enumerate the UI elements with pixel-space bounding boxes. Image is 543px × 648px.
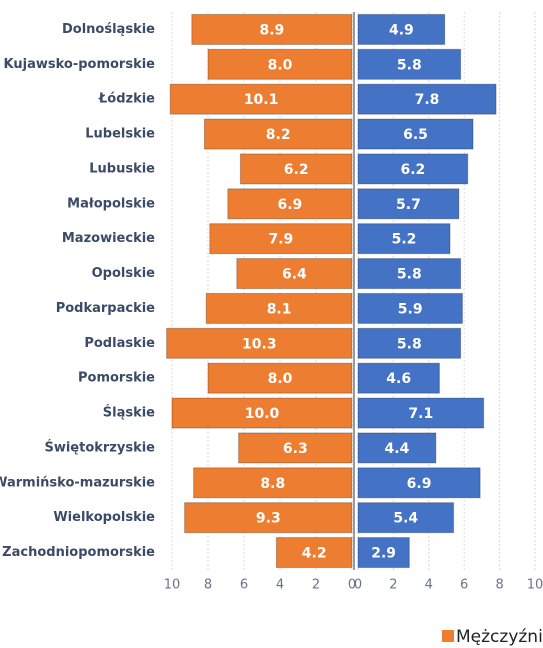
category-label: Opolskie: [92, 266, 156, 281]
bar: [275, 537, 353, 569]
category-label: Podlaskie: [84, 336, 155, 351]
bar: [357, 118, 474, 150]
value-label: 2.9: [371, 546, 396, 562]
bar: [205, 292, 353, 324]
legend-label: Mężczyźni: [456, 627, 543, 647]
value-label: 8.0: [268, 371, 293, 387]
bar: [191, 13, 353, 45]
value-label: 5.2: [392, 232, 417, 248]
value-label: 4.4: [385, 441, 410, 457]
value-label: 6.9: [277, 197, 302, 213]
value-label: 6.4: [282, 267, 307, 283]
value-label: 5.9: [398, 301, 423, 317]
category-label: Kujawsko-pomorskie: [4, 57, 156, 72]
x-tick-label: 8: [495, 578, 503, 593]
bar: [357, 327, 462, 359]
bar: [238, 432, 353, 464]
value-label: 6.9: [407, 476, 432, 492]
value-label: 8.2: [266, 127, 291, 143]
value-label: 4.6: [386, 371, 411, 387]
bar: [171, 397, 353, 429]
category-label: Zachodniopomorskie: [2, 545, 155, 560]
x-tick-label: 10: [164, 578, 181, 593]
bar: [357, 223, 451, 255]
bar: [357, 83, 497, 115]
value-label: 5.8: [397, 267, 422, 283]
bar: [357, 153, 469, 185]
bar: [236, 258, 353, 290]
value-label: 7.1: [408, 406, 433, 422]
bar: [357, 432, 437, 464]
value-label: 5.8: [397, 57, 422, 73]
value-label: 9.3: [256, 511, 281, 527]
category-label: Śląskie: [103, 405, 155, 421]
category-label: Lubelskie: [85, 127, 155, 142]
value-label: 10.0: [245, 406, 280, 422]
bar: [357, 13, 446, 45]
category-label: Małopolskie: [67, 196, 155, 211]
x-tick-label: 2: [389, 578, 397, 593]
bar: [357, 258, 462, 290]
x-tick-label: 8: [204, 578, 212, 593]
value-label: 5.7: [396, 197, 421, 213]
value-label: 5.4: [393, 511, 418, 527]
value-label: 8.1: [267, 301, 292, 317]
value-label: 10.3: [242, 336, 277, 352]
bar: [239, 153, 353, 185]
value-label: 7.9: [268, 232, 293, 248]
value-label: 8.9: [259, 22, 284, 38]
x-tick-label: 4: [425, 578, 433, 593]
category-label: Świętokrzyskie: [44, 439, 155, 455]
value-label: 6.2: [284, 162, 309, 178]
category-label: Warmińsko-mazurskie: [0, 475, 155, 490]
bar: [209, 223, 353, 255]
x-tick-label: 10: [527, 578, 543, 593]
value-label: 4.2: [302, 546, 327, 562]
category-label: Pomorskie: [78, 371, 155, 386]
category-label: Wielkopolskie: [53, 510, 155, 525]
value-label: 5.8: [397, 336, 422, 352]
bar: [357, 502, 455, 534]
bar: [357, 188, 460, 220]
value-label: 8.8: [260, 476, 285, 492]
bar: [166, 327, 353, 359]
bar: [357, 467, 481, 499]
value-label: 10.1: [244, 92, 279, 108]
x-tick-label: 6: [460, 578, 468, 593]
bar: [227, 188, 353, 220]
value-label: 6.2: [400, 162, 425, 178]
value-label: 7.8: [415, 92, 440, 108]
value-label: 4.9: [389, 22, 414, 38]
bar: [207, 362, 353, 394]
x-tick-label: 0: [348, 578, 356, 593]
x-tick-label: 0: [354, 578, 362, 593]
bar: [169, 83, 353, 115]
bar: [357, 537, 410, 569]
bar: [357, 48, 462, 80]
legend-swatch: [442, 630, 454, 642]
category-label: Mazowieckie: [62, 231, 155, 246]
value-label: 6.3: [283, 441, 308, 457]
category-label: Lubuskie: [89, 161, 155, 176]
category-label: Dolnośląskie: [62, 22, 155, 37]
category-label: Podkarpackie: [56, 301, 155, 316]
bar: [203, 118, 353, 150]
category-label: Łódzkie: [98, 92, 155, 107]
bar: [207, 48, 353, 80]
value-label: 6.5: [403, 127, 428, 143]
bar: [357, 362, 440, 394]
x-tick-label: 2: [312, 578, 320, 593]
bar: [184, 502, 353, 534]
bar: [357, 292, 463, 324]
value-label: 8.0: [268, 57, 293, 73]
bar: [357, 397, 485, 429]
x-tick-label: 4: [276, 578, 284, 593]
x-tick-label: 6: [240, 578, 248, 593]
bar: [193, 467, 353, 499]
